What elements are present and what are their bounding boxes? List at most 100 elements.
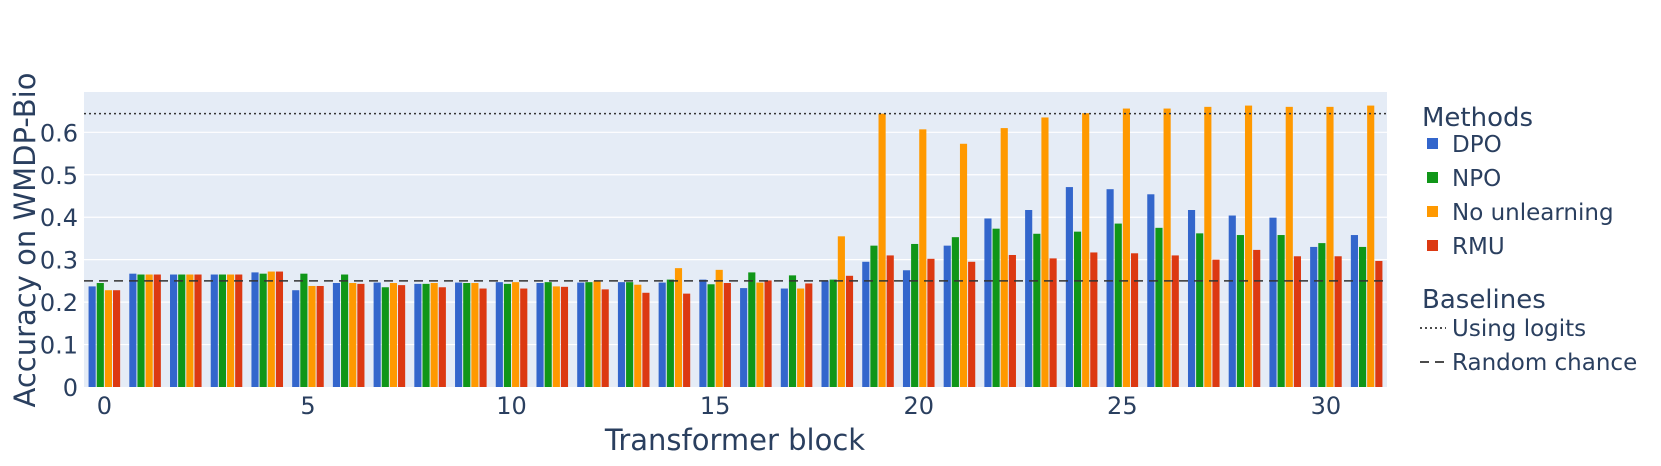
bar-npo xyxy=(422,283,430,387)
bar-rmu xyxy=(398,285,406,387)
bar-rmu xyxy=(764,280,772,387)
bar-npo xyxy=(626,282,634,387)
legend-swatch xyxy=(1427,240,1438,251)
bar-dpo xyxy=(780,288,788,387)
bar-npo xyxy=(503,283,512,387)
bar-rmu xyxy=(560,286,569,387)
bar-npo xyxy=(218,274,227,387)
legend-item-label: NPO xyxy=(1452,166,1501,192)
bar-npo xyxy=(381,287,389,387)
bar-no-unlearning xyxy=(959,143,968,387)
bar-npo xyxy=(1033,233,1041,387)
bar-no-unlearning xyxy=(1041,117,1049,387)
y-tick-label: 0.6 xyxy=(40,119,78,147)
bar-rmu xyxy=(683,293,691,387)
bar-no-unlearning xyxy=(1285,106,1293,388)
x-tick-label: 0 xyxy=(97,392,112,420)
bar-dpo xyxy=(495,282,503,387)
bar-npo xyxy=(1073,231,1082,387)
x-tick-labels: 0 5 10 15 20 25 30 xyxy=(97,392,1341,420)
legend-item-label: RMU xyxy=(1452,234,1505,260)
bar-no-unlearning xyxy=(145,274,153,387)
legend-swatch xyxy=(1427,172,1438,183)
bar-no-unlearning xyxy=(349,283,357,387)
bar-no-unlearning xyxy=(1163,108,1171,388)
bar-dpo xyxy=(821,280,829,387)
y-tick-label: 0.3 xyxy=(40,247,78,275)
bar-no-unlearning xyxy=(1326,106,1334,388)
bar-npo xyxy=(300,273,308,387)
bars xyxy=(88,105,1383,388)
y-tick-label: 0.1 xyxy=(40,332,78,360)
bar-dpo xyxy=(536,283,544,387)
bar-no-unlearning xyxy=(1204,106,1212,388)
bar-dpo xyxy=(1025,210,1033,387)
bar-dpo xyxy=(210,274,218,387)
bar-no-unlearning xyxy=(267,271,275,387)
legend-title-methods: Methods xyxy=(1422,103,1533,133)
bar-npo xyxy=(748,272,756,387)
legend-item-label: No unlearning xyxy=(1452,200,1614,226)
bar-no-unlearning xyxy=(186,274,194,387)
bar-rmu xyxy=(479,288,487,387)
bar-no-unlearning xyxy=(878,113,886,388)
x-tick-label: 5 xyxy=(300,392,315,420)
bar-no-unlearning xyxy=(756,282,764,387)
bar-rmu xyxy=(1090,252,1098,387)
bar-no-unlearning xyxy=(797,288,805,387)
bar-rmu xyxy=(845,275,854,387)
bar-dpo xyxy=(414,283,422,387)
bar-no-unlearning xyxy=(1244,105,1253,387)
bar-dpo xyxy=(1228,215,1236,387)
bar-dpo xyxy=(332,283,341,387)
bar-rmu xyxy=(357,283,365,387)
x-tick-label: 10 xyxy=(496,392,527,420)
bar-no-unlearning xyxy=(634,284,642,387)
x-tick-label: 25 xyxy=(1107,392,1138,420)
bar-rmu xyxy=(520,288,528,387)
bar-npo xyxy=(1359,246,1367,387)
bar-npo xyxy=(96,283,104,387)
bar-npo xyxy=(178,274,186,387)
bar-no-unlearning xyxy=(471,283,479,387)
bar-rmu xyxy=(601,289,609,387)
bar-dpo xyxy=(577,282,585,387)
bar-no-unlearning xyxy=(552,286,560,387)
bar-dpo xyxy=(617,282,626,387)
bar-rmu xyxy=(723,283,731,387)
legend-item-label: Using logits xyxy=(1452,316,1586,342)
y-tick-labels: 0 0.1 0.2 0.3 0.4 0.5 0.6 xyxy=(40,119,78,402)
bar-dpo xyxy=(902,270,911,387)
bar-rmu xyxy=(316,285,324,387)
bar-npo xyxy=(829,279,837,387)
bar-dpo xyxy=(373,282,381,387)
bar-no-unlearning xyxy=(512,282,520,387)
bar-npo xyxy=(259,273,267,387)
bar-rmu xyxy=(1130,253,1139,387)
bar-npo xyxy=(1114,223,1122,387)
bar-rmu xyxy=(642,292,650,387)
bar-rmu xyxy=(438,287,446,387)
bar-npo xyxy=(951,237,959,387)
bar-no-unlearning xyxy=(1122,108,1130,388)
bar-npo xyxy=(707,284,715,387)
x-tick-label: 15 xyxy=(700,392,731,420)
bar-rmu xyxy=(1171,255,1179,387)
legend-swatch xyxy=(1427,206,1438,217)
x-tick-label: 30 xyxy=(1311,392,1342,420)
bar-rmu xyxy=(1008,254,1016,387)
bar-no-unlearning xyxy=(1000,128,1008,387)
bar-rmu xyxy=(927,258,935,387)
bar-rmu xyxy=(194,274,202,387)
bar-dpo xyxy=(658,282,666,387)
x-axis-title: Transformer block xyxy=(604,423,865,457)
legend-swatch xyxy=(1427,138,1438,149)
bar-rmu xyxy=(1212,259,1220,387)
legend-item-label: Random chance xyxy=(1452,350,1637,376)
bar-rmu xyxy=(275,271,284,387)
bar-no-unlearning xyxy=(1082,113,1090,387)
bar-npo xyxy=(1155,227,1163,387)
bar-npo xyxy=(137,274,145,387)
